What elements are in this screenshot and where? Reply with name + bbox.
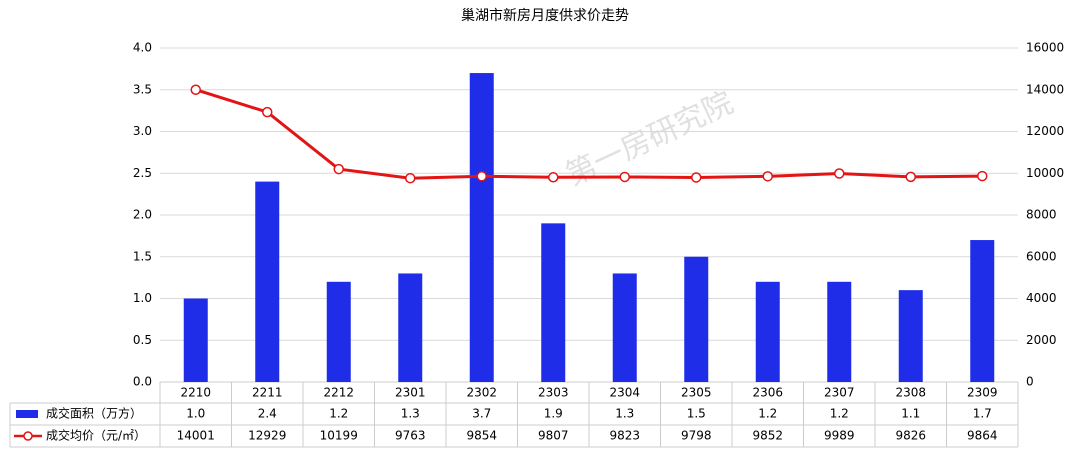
y-tick-label: 2.5: [133, 166, 152, 180]
table-value: 9823: [609, 429, 640, 443]
table-value: 9798: [681, 429, 712, 443]
y2-tick-label: 16000: [1026, 41, 1064, 55]
x-tick-label: 2309: [967, 386, 998, 400]
marker: [262, 106, 273, 118]
y-tick-label: 3.0: [133, 124, 152, 138]
legend-swatch: [16, 410, 38, 418]
table-value: 2.4: [258, 407, 277, 421]
table-value: 1.2: [758, 407, 777, 421]
bar: [326, 281, 351, 382]
y2-tick-label: 10000: [1026, 166, 1064, 180]
y2-tick-label: 12000: [1026, 124, 1064, 138]
table-value: 1.9: [544, 407, 563, 421]
marker: [476, 171, 487, 182]
marker: [691, 172, 702, 183]
line: [195, 88, 983, 180]
marker: [977, 170, 988, 182]
y-tick-label: 0.0: [133, 375, 152, 389]
y-tick-label: 1.0: [133, 291, 152, 305]
bar: [898, 290, 923, 382]
table-value: 12929: [248, 429, 286, 443]
table-value: 9989: [824, 429, 855, 443]
x-tick-label: 2301: [395, 386, 426, 400]
bar: [541, 223, 566, 382]
table-value: 1.7: [973, 407, 992, 421]
x-tick-label: 2211: [252, 386, 283, 400]
x-tick-label: 2304: [609, 386, 640, 400]
marker: [834, 168, 845, 179]
bar: [612, 273, 637, 382]
table-value: 9864: [967, 429, 998, 443]
y-tick-label: 4.0: [133, 41, 152, 55]
table-value: 1.2: [830, 407, 849, 421]
bar: [684, 256, 709, 382]
table-value: 3.7: [472, 407, 491, 421]
table-value: 1.5: [687, 407, 706, 421]
bar: [469, 73, 494, 383]
x-tick-label: 2212: [323, 386, 354, 400]
table-value: 1.3: [401, 407, 420, 421]
table-value: 14001: [177, 429, 215, 443]
marker: [905, 171, 916, 183]
bar: [398, 273, 423, 382]
table-value: 9807: [538, 429, 569, 443]
table-value: 9852: [752, 429, 783, 443]
table-value: 1.3: [615, 407, 634, 421]
x-tick-label: 2305: [681, 386, 712, 400]
legend-marker: [23, 431, 33, 441]
chart-title: 巢湖市新房月度供求价走势: [461, 7, 629, 24]
marker: [405, 172, 416, 184]
bar: [183, 298, 208, 382]
marker: [619, 171, 630, 183]
marker: [190, 84, 201, 95]
table-value: 1.1: [901, 407, 920, 421]
bar: [755, 281, 780, 382]
marker: [333, 163, 344, 175]
x-tick-label: 2302: [466, 386, 497, 400]
y2-tick-label: 4000: [1026, 291, 1057, 305]
x-tick-label: 2210: [180, 386, 211, 400]
y2-tick-label: 6000: [1026, 249, 1057, 263]
table-value: 9854: [466, 429, 497, 443]
legend-label: 成交面积（万方）: [46, 406, 142, 421]
y-tick-label: 1.5: [133, 249, 152, 263]
bar: [255, 181, 280, 382]
bar: [970, 240, 995, 382]
x-tick-label: 2306: [752, 386, 783, 400]
y-tick-label: 0.5: [133, 333, 152, 347]
bar: [827, 281, 852, 382]
table-value: 9763: [395, 429, 426, 443]
y2-tick-label: 0: [1026, 375, 1034, 389]
table-value: 1.2: [329, 407, 348, 421]
x-tick-label: 2307: [824, 386, 855, 400]
marker: [762, 171, 773, 182]
y2-tick-label: 14000: [1026, 82, 1064, 96]
x-tick-label: 2303: [538, 386, 569, 400]
table-value: 10199: [320, 429, 358, 443]
y-tick-label: 2.0: [133, 208, 152, 222]
y2-tick-label: 2000: [1026, 333, 1057, 347]
table-value: 9826: [895, 429, 926, 443]
marker: [548, 172, 559, 183]
y2-tick-label: 8000: [1026, 208, 1057, 222]
x-tick-label: 2308: [895, 386, 926, 400]
legend-label: 成交均价（元/㎡）: [46, 428, 146, 443]
y-tick-label: 3.5: [133, 82, 152, 96]
table-value: 1.0: [186, 407, 205, 421]
